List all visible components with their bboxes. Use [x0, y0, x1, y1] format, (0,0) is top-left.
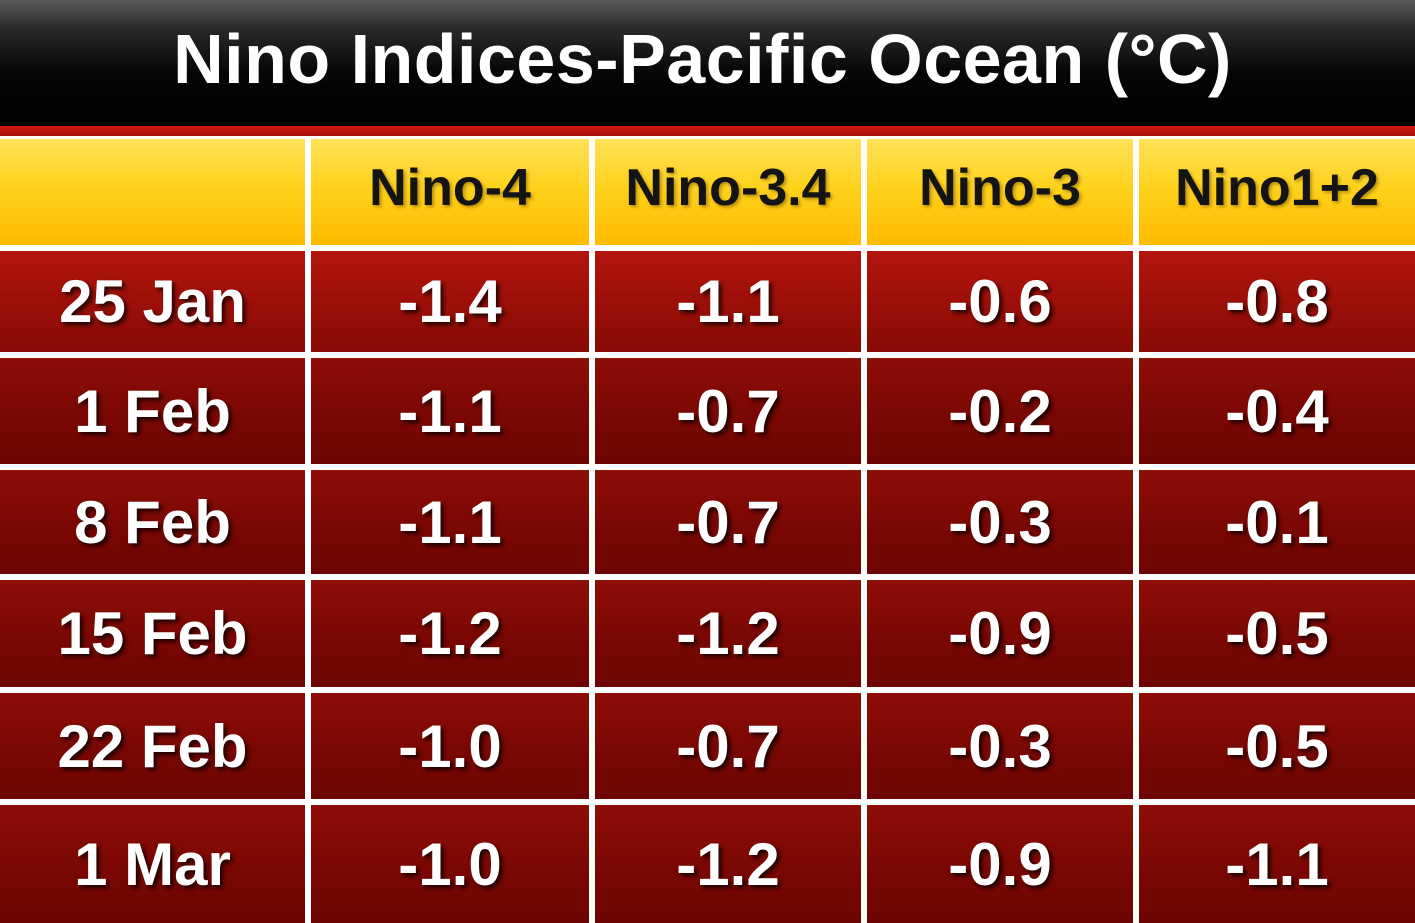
value-cell-r6-c3: -0.9 [867, 805, 1133, 923]
value-cell-r3-c3-text: -0.3 [948, 488, 1052, 556]
value-cell-r4-c3-text: -0.9 [948, 600, 1052, 667]
value-cell-r1-c1-text: -1.4 [398, 268, 502, 335]
column-header-nino-3-text: Nino-3 [919, 159, 1081, 217]
value-cell-r2-c3: -0.2 [867, 358, 1133, 464]
value-cell-r1-c1: -1.4 [311, 251, 589, 352]
value-cell-r5-c3: -0.3 [867, 693, 1133, 799]
value-cell-r1-c4: -0.8 [1139, 251, 1415, 352]
row-label-5-text: 22 Feb [57, 712, 248, 780]
value-cell-r2-c1-text: -1.1 [398, 377, 502, 445]
value-cell-r1-c4-text: -0.8 [1225, 268, 1329, 335]
value-cell-r2-c1: -1.1 [311, 358, 589, 464]
value-cell-r5-c2: -0.7 [595, 693, 861, 799]
row-label-6-text: 1 Mar [74, 830, 231, 898]
title-bar: Nino Indices-Pacific Ocean (°C) [0, 0, 1415, 126]
value-cell-r4-c1: -1.2 [311, 580, 589, 687]
value-cell-r3-c3: -0.3 [867, 470, 1133, 574]
row-label-6: 1 Mar [0, 805, 305, 923]
value-cell-r5-c1-text: -1.0 [398, 712, 502, 780]
value-cell-r6-c1-text: -1.0 [398, 830, 502, 898]
value-cell-r5-c3-text: -0.3 [948, 712, 1052, 780]
value-cell-r1-c2-text: -1.1 [676, 268, 780, 335]
column-header-nino-3-4-text: Nino-3.4 [625, 159, 831, 217]
value-cell-r1-c3: -0.6 [867, 251, 1133, 352]
value-cell-r6-c4-text: -1.1 [1225, 830, 1329, 898]
value-cell-r6-c2-text: -1.2 [676, 830, 780, 898]
value-cell-r1-c3-text: -0.6 [948, 268, 1052, 335]
value-cell-r5-c4: -0.5 [1139, 693, 1415, 799]
value-cell-r2-c2-text: -0.7 [676, 377, 780, 445]
row-label-2-text: 1 Feb [74, 377, 231, 445]
value-cell-r2-c4: -0.4 [1139, 358, 1415, 464]
accent-rule [0, 126, 1415, 136]
value-cell-r5-c1: -1.0 [311, 693, 589, 799]
value-cell-r6-c4: -1.1 [1139, 805, 1415, 923]
row-label-5: 22 Feb [0, 693, 305, 799]
value-cell-r2-c4-text: -0.4 [1225, 377, 1329, 445]
corner-header-cell [0, 139, 305, 245]
column-header-nino-3-4: Nino-3.4 [595, 139, 861, 245]
value-cell-r3-c2: -0.7 [595, 470, 861, 574]
value-cell-r4-c2: -1.2 [595, 580, 861, 687]
row-label-2: 1 Feb [0, 358, 305, 464]
row-label-3: 8 Feb [0, 470, 305, 574]
column-header-nino-3: Nino-3 [867, 139, 1133, 245]
row-label-4-text: 15 Feb [57, 600, 248, 667]
value-cell-r6-c2: -1.2 [595, 805, 861, 923]
value-cell-r4-c4-text: -0.5 [1225, 600, 1329, 667]
column-header-nino-4-text: Nino-4 [369, 159, 531, 217]
value-cell-r4-c4: -0.5 [1139, 580, 1415, 687]
column-header-nino1-2-text: Nino1+2 [1175, 159, 1379, 217]
value-cell-r5-c2-text: -0.7 [676, 712, 780, 780]
value-cell-r2-c2: -0.7 [595, 358, 861, 464]
row-label-1-text: 25 Jan [59, 268, 246, 335]
value-cell-r3-c1: -1.1 [311, 470, 589, 574]
value-cell-r4-c2-text: -1.2 [676, 600, 780, 667]
value-cell-r6-c1: -1.0 [311, 805, 589, 923]
value-cell-r3-c1-text: -1.1 [398, 488, 502, 556]
row-label-3-text: 8 Feb [74, 488, 231, 556]
row-label-4: 15 Feb [0, 580, 305, 687]
column-header-nino-4: Nino-4 [311, 139, 589, 245]
column-header-nino1-2: Nino1+2 [1139, 139, 1415, 245]
chart-title: Nino Indices-Pacific Ocean (°C) [173, 20, 1232, 98]
value-cell-r6-c3-text: -0.9 [948, 830, 1052, 898]
value-cell-r4-c1-text: -1.2 [398, 600, 502, 667]
value-cell-r2-c3-text: -0.2 [948, 377, 1052, 445]
value-cell-r3-c4: -0.1 [1139, 470, 1415, 574]
row-label-1: 25 Jan [0, 251, 305, 352]
value-cell-r3-c2-text: -0.7 [676, 488, 780, 556]
value-cell-r3-c4-text: -0.1 [1225, 488, 1329, 556]
value-cell-r1-c2: -1.1 [595, 251, 861, 352]
value-cell-r4-c3: -0.9 [867, 580, 1133, 687]
value-cell-r5-c4-text: -0.5 [1225, 712, 1329, 780]
